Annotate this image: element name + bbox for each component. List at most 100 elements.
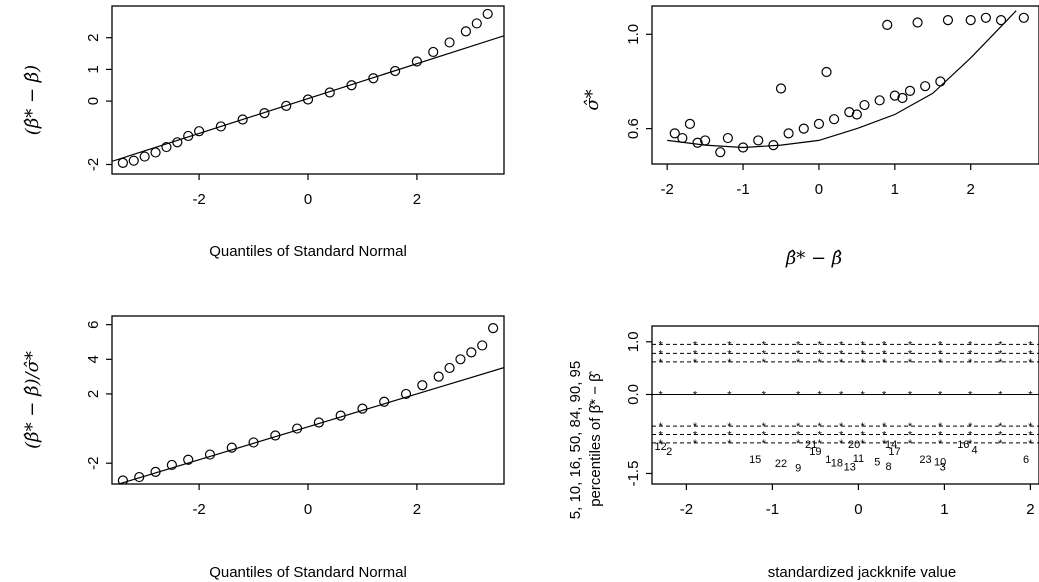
- star-marker: *: [968, 357, 973, 369]
- reference-line: [112, 35, 504, 162]
- data-point: [346, 80, 357, 91]
- data-point: [166, 459, 177, 471]
- star-marker: *: [998, 357, 1003, 369]
- data-point: [897, 92, 908, 104]
- plot-area: [112, 8, 504, 169]
- x-tick-label: -2: [661, 181, 674, 198]
- data-point: [995, 15, 1007, 26]
- plot-area: [667, 10, 1029, 158]
- point-label: 2: [666, 446, 672, 458]
- x-tick-label: 1: [891, 181, 899, 198]
- star-marker: *: [908, 357, 913, 369]
- star-marker: *: [861, 357, 866, 369]
- data-point: [1018, 12, 1029, 23]
- panel4-xlabel: standardized jackknife value: [768, 564, 956, 581]
- point-label: 19: [809, 446, 821, 458]
- star-marker: *: [968, 421, 973, 433]
- panel2-ylabel: σ̂*: [582, 89, 603, 110]
- star-marker: *: [727, 348, 732, 360]
- data-point: [783, 128, 794, 139]
- data-point: [390, 65, 401, 77]
- star-marker: *: [762, 438, 767, 450]
- y-tick-label: -2: [85, 158, 102, 171]
- star-marker: *: [1028, 429, 1033, 441]
- star-marker: *: [796, 348, 801, 360]
- point-label: 3: [940, 461, 946, 473]
- x-tick-label: 0: [854, 501, 862, 518]
- x-tick-label: 0: [815, 181, 823, 198]
- data-point: [139, 151, 150, 162]
- point-label: 1: [825, 454, 831, 466]
- data-point: [844, 107, 855, 118]
- star-marker: *: [882, 438, 887, 450]
- panel4-ylabel-line: 5, 10, 16, 50, 84, 90, 95: [567, 361, 584, 519]
- y-tick-label: 2: [85, 34, 102, 42]
- panel4-ylabel-line: percentiles of β̂* − β̂: [587, 370, 604, 507]
- plot-area: [116, 323, 504, 484]
- point-label: 21: [805, 439, 817, 451]
- star-marker: *: [727, 438, 732, 450]
- star-marker: *: [1028, 339, 1033, 351]
- data-point: [455, 354, 466, 365]
- point-label: 5: [874, 457, 880, 469]
- data-point: [411, 56, 422, 67]
- x-tick-label: 2: [413, 191, 421, 208]
- data-point: [477, 340, 488, 351]
- data-point: [128, 155, 139, 166]
- star-marker: *: [968, 389, 973, 401]
- data-point: [183, 130, 194, 142]
- star-marker: *: [839, 429, 844, 441]
- x-tick-label: -2: [192, 501, 205, 518]
- point-label: 15: [749, 454, 761, 466]
- panel-qq-standardized: -2 0 2 -2 2 4 6: [85, 315, 505, 518]
- star-marker: *: [861, 389, 866, 401]
- star-marker: *: [882, 429, 887, 441]
- star-marker: *: [658, 348, 663, 360]
- x-tick-label: 2: [967, 181, 975, 198]
- data-point: [882, 19, 893, 30]
- smooth-curve: [667, 10, 1017, 149]
- data-point: [433, 371, 444, 382]
- x-tick-label: 0: [304, 191, 312, 208]
- star-marker: *: [998, 389, 1003, 401]
- star-marker: *: [998, 438, 1003, 450]
- star-marker: *: [818, 348, 823, 360]
- star-marker: *: [727, 421, 732, 433]
- star-marker: *: [882, 339, 887, 351]
- star-marker: *: [1028, 357, 1033, 369]
- data-point: [444, 362, 455, 374]
- star-marker: *: [938, 421, 943, 433]
- data-point: [302, 94, 314, 105]
- point-label: 18: [831, 458, 843, 470]
- star-marker: *: [818, 339, 823, 351]
- data-point: [237, 114, 248, 125]
- data-point: [324, 87, 335, 98]
- star-marker: *: [968, 339, 973, 351]
- data-point: [379, 396, 390, 407]
- data-point: [117, 157, 128, 169]
- star-marker: *: [998, 429, 1003, 441]
- y-tick-label: 6: [85, 320, 102, 328]
- data-point: [904, 85, 916, 96]
- star-marker: *: [908, 348, 913, 360]
- star-marker: *: [658, 421, 663, 433]
- star-marker: *: [796, 389, 801, 401]
- star-marker: *: [818, 389, 823, 401]
- star-marker: *: [693, 421, 698, 433]
- panel3-ylabel: (β̂* − β̂)/σ̂*: [22, 351, 43, 449]
- data-point: [270, 430, 281, 441]
- data-point: [851, 109, 862, 120]
- data-point: [150, 466, 161, 477]
- panel2-xlabel: β̂* − β̂: [785, 248, 842, 269]
- star-marker: *: [1028, 438, 1033, 450]
- x-tick-label: 2: [413, 501, 421, 518]
- star-marker: *: [882, 421, 887, 433]
- star-marker: *: [861, 438, 866, 450]
- data-point: [859, 99, 870, 111]
- star-marker: *: [861, 339, 866, 351]
- data-point: [259, 108, 270, 119]
- y-tick-label: 4: [85, 355, 102, 363]
- y-tick-label: 1.0: [625, 24, 642, 45]
- data-point: [444, 37, 455, 48]
- data-point: [357, 403, 368, 414]
